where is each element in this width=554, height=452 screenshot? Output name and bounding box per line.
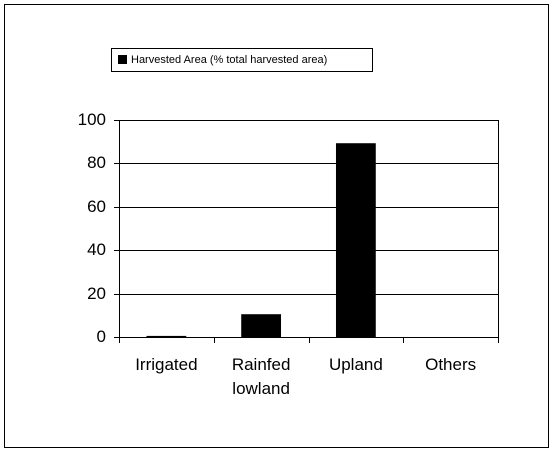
x-tick-label: Rainfed lowland — [231, 355, 291, 398]
x-tick-label: Irrigated — [135, 355, 198, 374]
y-tick-label: 20 — [87, 284, 106, 303]
x-tick-label: Upland — [328, 355, 383, 374]
bar — [146, 335, 187, 337]
legend-label: Harvested Area (% total harvested area) — [131, 54, 327, 66]
bar — [335, 143, 376, 337]
y-tick-label: 40 — [87, 240, 106, 259]
x-tick-label: Others — [425, 355, 477, 374]
plot-area — [119, 120, 499, 338]
y-tick-label: 100 — [78, 110, 106, 129]
y-tick-label: 60 — [87, 197, 106, 216]
y-tick-label: 0 — [97, 327, 106, 346]
y-tick-label: 80 — [87, 153, 106, 172]
bar — [241, 314, 282, 337]
legend-swatch — [118, 55, 127, 64]
legend-box — [111, 48, 373, 72]
